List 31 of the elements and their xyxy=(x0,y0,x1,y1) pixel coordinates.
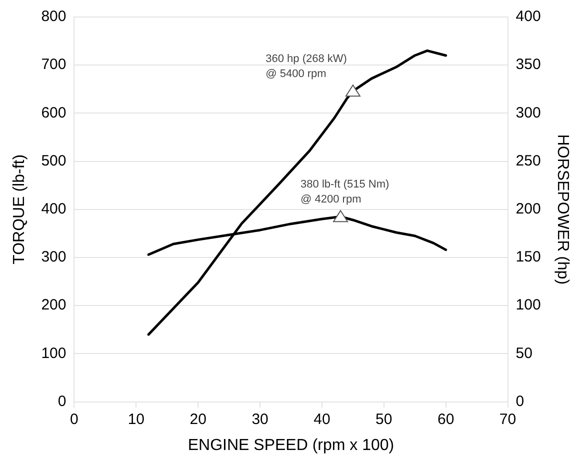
x-tick-label: 50 xyxy=(376,410,392,428)
y2-tick-label: 300 xyxy=(516,104,541,122)
y-axis-title: TORQUE (lb-ft) xyxy=(11,154,28,264)
x-tick-label: 20 xyxy=(190,410,206,428)
y2-tick-label: 50 xyxy=(516,344,532,362)
x-tick-label: 60 xyxy=(437,410,454,428)
y2-tick-label: 100 xyxy=(516,296,541,314)
y-tick-label: 700 xyxy=(41,56,66,74)
y2-tick-label: 0 xyxy=(516,392,524,410)
y2-axis-title: HORSEPOWER (hp) xyxy=(554,134,571,285)
y-tick-label: 200 xyxy=(41,296,66,314)
x-tick-label: 0 xyxy=(70,410,78,428)
annotation: 360 hp (268 kW) @ 5400 rpm xyxy=(266,53,347,80)
x-tick-label: 70 xyxy=(499,410,516,428)
y-tick-label: 0 xyxy=(58,392,66,410)
x-tick-label: 10 xyxy=(128,410,145,428)
y-tick-label: 600 xyxy=(41,104,66,122)
y2-tick-label: 350 xyxy=(516,56,541,74)
annotation: 380 lb-ft (515 Nm) @ 4200 rpm xyxy=(300,178,390,206)
y2-tick-label: 250 xyxy=(516,152,541,170)
y2-tick-label: 200 xyxy=(516,200,541,218)
y-tick-label: 300 xyxy=(41,248,66,266)
y-tick-label: 800 xyxy=(41,8,66,26)
y-tick-label: 100 xyxy=(41,344,66,362)
y-tick-label: 400 xyxy=(41,200,66,218)
y2-tick-label: 400 xyxy=(516,8,541,26)
x-tick-label: 30 xyxy=(252,410,268,428)
y-tick-label: 500 xyxy=(41,152,66,170)
x-axis-title: ENGINE SPEED (rpm x 100) xyxy=(188,436,394,454)
x-tick-label: 40 xyxy=(314,410,330,428)
y2-tick-label: 150 xyxy=(516,248,541,266)
